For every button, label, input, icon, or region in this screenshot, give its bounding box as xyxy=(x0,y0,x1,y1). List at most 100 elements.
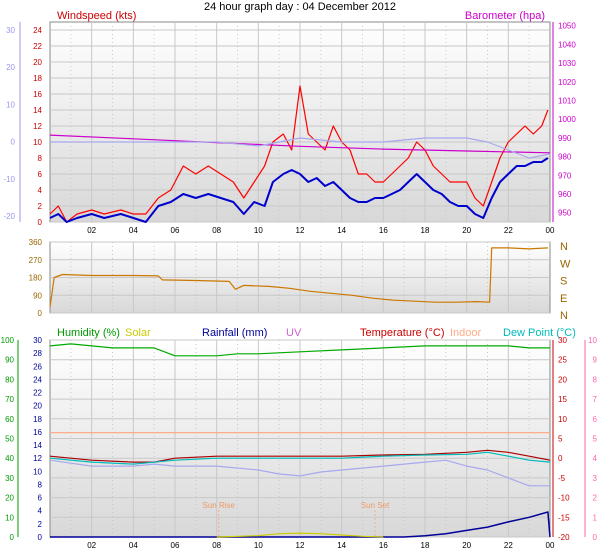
series-barometer xyxy=(49,134,551,154)
baro-y-tick: 990 xyxy=(558,134,572,143)
rainfall-y-tick: 14 xyxy=(33,441,42,450)
temp-hum-x-tick: 02 xyxy=(87,541,96,550)
wind-y-tick: 20 xyxy=(33,58,42,67)
compass-tick: N xyxy=(560,310,568,322)
temp-y-tick: 0 xyxy=(558,454,563,463)
rainfall-y-tick: 22 xyxy=(33,389,42,398)
wind-y-tick: 4 xyxy=(38,186,43,195)
wind-x-tick: 02 xyxy=(87,226,96,235)
humidity-y-tick: 90 xyxy=(5,356,14,365)
windchill-y-tick: 10 xyxy=(6,100,15,109)
rainfall-y-tick: 20 xyxy=(33,402,42,411)
windchill-y-tick: -20 xyxy=(3,212,15,221)
rainfall-y-tick: 24 xyxy=(33,375,42,384)
temp-y-tick: -5 xyxy=(558,474,566,483)
temp-hum-x-tick: 00 xyxy=(546,541,555,550)
rainfall-y-tick: 0 xyxy=(38,533,43,542)
temp-y-tick: 5 xyxy=(558,435,563,444)
temp-y-tick: 30 xyxy=(558,336,567,345)
windchill-y-tick: -10 xyxy=(3,175,15,184)
wind-x-tick: 08 xyxy=(212,226,221,235)
baro-y-tick: 1020 xyxy=(558,78,576,87)
windchill-y-tick: 20 xyxy=(6,63,15,72)
wind-y-tick: 6 xyxy=(38,170,43,179)
uv-y-tick: 10 xyxy=(588,336,597,345)
humidity-y-tick: 80 xyxy=(5,375,14,384)
wind-x-tick: 12 xyxy=(296,226,305,235)
legend-solar: Solar xyxy=(125,327,151,339)
legend-rainfall: Rainfall (mm) xyxy=(202,327,267,339)
rainfall-y-tick: 2 xyxy=(38,520,43,529)
series-wind-direction-chill xyxy=(50,137,551,159)
temp-hum-x-tick: 16 xyxy=(379,541,388,550)
legend-humidity: Humidity (%) xyxy=(57,327,120,339)
humidity-y-tick: 0 xyxy=(10,533,15,542)
series-temperature xyxy=(49,449,551,463)
wind-x-tick: 20 xyxy=(462,226,471,235)
series-dew-point xyxy=(49,451,551,465)
legend-dewpoint: Dew Point (°C) xyxy=(503,327,576,339)
wind-axis-label: Windspeed (kts) xyxy=(57,10,136,22)
baro-y-tick: 970 xyxy=(558,171,572,180)
temp-hum-x-tick: 20 xyxy=(462,541,471,550)
wind-x-tick: 00 xyxy=(546,226,555,235)
wind-x-tick: 06 xyxy=(171,226,180,235)
uv-y-tick: 4 xyxy=(593,454,598,463)
rainfall-y-tick: 8 xyxy=(38,480,43,489)
series-average xyxy=(49,157,549,223)
temp-hum-x-tick: 10 xyxy=(254,541,263,550)
uv-y-tick: 7 xyxy=(593,395,598,404)
temp-hum-x-tick: 12 xyxy=(296,541,305,550)
rainfall-y-tick: 4 xyxy=(38,507,43,516)
direction-y-tick: 0 xyxy=(38,309,43,318)
rainfall-y-tick: 30 xyxy=(33,336,42,345)
humidity-y-tick: 50 xyxy=(5,435,14,444)
direction-y-tick: 270 xyxy=(29,256,43,265)
wind-y-tick: 8 xyxy=(38,154,43,163)
baro-y-tick: 1000 xyxy=(558,115,576,124)
temp-y-tick: 20 xyxy=(558,375,567,384)
wind-y-tick: 16 xyxy=(33,90,42,99)
temp-hum-x-tick: 14 xyxy=(337,541,346,550)
humidity-y-tick: 40 xyxy=(5,454,14,463)
temp-hum-x-tick: 08 xyxy=(212,541,221,550)
uv-y-tick: 8 xyxy=(593,375,598,384)
humidity-y-tick: 100 xyxy=(1,336,15,345)
baro-y-tick: 1050 xyxy=(558,22,576,31)
wind-x-tick: 14 xyxy=(337,226,346,235)
temp-hum-x-tick: 22 xyxy=(504,541,513,550)
page-title: 24 hour graph day : 04 December 2012 xyxy=(204,1,396,13)
wind-y-tick: 2 xyxy=(38,202,43,211)
wind-y-tick: 14 xyxy=(33,106,42,115)
temp-hum-x-tick: 04 xyxy=(129,541,138,550)
wind-x-tick: 22 xyxy=(504,226,513,235)
baro-y-tick: 1030 xyxy=(558,59,576,68)
temp-y-tick: -20 xyxy=(558,533,570,542)
series-wind-chill xyxy=(49,459,550,487)
wind-y-tick: 22 xyxy=(33,42,42,51)
direction-y-tick: 90 xyxy=(33,291,42,300)
wind-y-tick: 18 xyxy=(33,74,42,83)
legend-temperature: Temperature (°C) xyxy=(360,327,444,339)
legend-uv: UV xyxy=(286,327,302,339)
baro-y-tick: 1040 xyxy=(558,40,576,49)
rainfall-y-tick: 16 xyxy=(33,428,42,437)
wind-y-tick: 12 xyxy=(33,122,42,131)
wind-y-tick: 24 xyxy=(33,26,42,35)
uv-y-tick: 6 xyxy=(593,415,598,424)
uv-y-tick: 1 xyxy=(593,513,598,522)
temp-y-tick: 15 xyxy=(558,395,567,404)
series-humidity xyxy=(49,343,550,357)
direction-y-tick: 360 xyxy=(29,238,43,247)
baro-y-tick: 980 xyxy=(558,153,572,162)
baro-y-tick: 960 xyxy=(558,190,572,199)
humidity-y-tick: 70 xyxy=(5,395,14,404)
uv-y-tick: 0 xyxy=(593,533,598,542)
temp-y-tick: 10 xyxy=(558,415,567,424)
wind-x-tick: 16 xyxy=(379,226,388,235)
rainfall-y-tick: 10 xyxy=(33,467,42,476)
rainfall-y-tick: 18 xyxy=(33,415,42,424)
rainfall-y-tick: 26 xyxy=(33,362,42,371)
compass-tick: N xyxy=(560,241,568,253)
wind-y-tick: 10 xyxy=(33,138,42,147)
